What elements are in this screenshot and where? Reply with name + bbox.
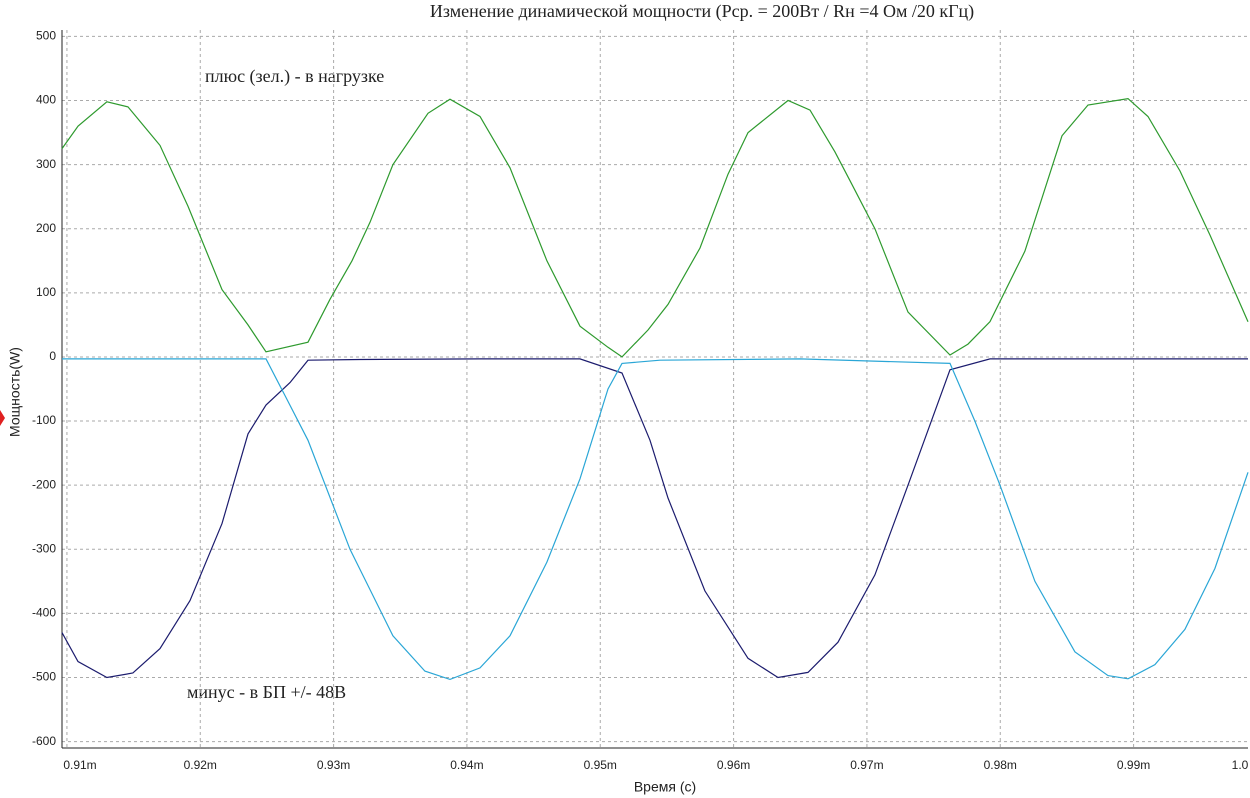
y-tick-label: 100 (36, 285, 56, 299)
x-tick-label: 0.91m (63, 758, 96, 772)
y-tick-label: 500 (36, 29, 56, 43)
y-tick-label: -600 (32, 734, 56, 748)
y-tick-label: 200 (36, 221, 56, 235)
chart-title: Изменение динамической мощности (Рср. = … (430, 1, 974, 22)
y-tick-label: 0 (49, 349, 56, 363)
y-tick-label: 400 (36, 93, 56, 107)
x-tick-label: 0.97m (850, 758, 883, 772)
line-series (62, 358, 1249, 681)
y-tick-label: -200 (32, 477, 56, 491)
x-tick-label: 0.93m (317, 758, 350, 772)
y-tick-label: -400 (32, 606, 56, 620)
line-series (61, 97, 1249, 358)
x-tick-label: 0.99m (1117, 758, 1150, 772)
y-tick-label: 300 (36, 157, 56, 171)
x-tick-label: 0.95m (584, 758, 617, 772)
y-axis-label: Мощность(W) (7, 347, 23, 437)
x-tick-label: 0.94m (450, 758, 483, 772)
y-tick-label: -300 (32, 541, 56, 555)
x-tick-label: 0.98m (984, 758, 1017, 772)
marker-arrow (0, 410, 5, 426)
x-tick-label: 0.92m (184, 758, 217, 772)
x-tick-label: 1.0 (1232, 758, 1249, 772)
y-tick-label: -500 (32, 670, 56, 684)
annotation: плюс (зел.) - в нагрузке (205, 66, 384, 87)
x-tick-label: 0.96m (717, 758, 750, 772)
x-axis-label: Время (с) (634, 779, 696, 795)
y-tick-label: -100 (32, 413, 56, 427)
annotation: минус - в БП +/- 48В (187, 682, 346, 702)
line-series (61, 358, 1248, 679)
